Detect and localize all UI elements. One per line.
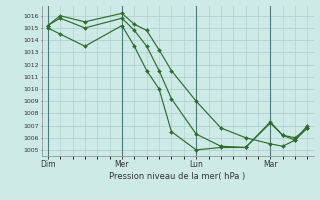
X-axis label: Pression niveau de la mer( hPa ): Pression niveau de la mer( hPa )	[109, 172, 246, 181]
